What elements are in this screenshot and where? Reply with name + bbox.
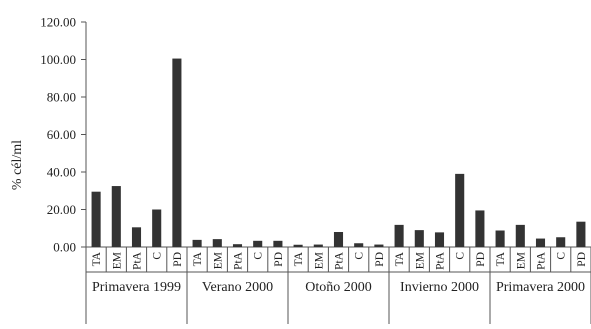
bar [172,58,182,247]
bar [333,232,344,247]
bar [212,239,222,247]
y-tick-label: 80.00 [47,90,76,105]
y-axis-label: % cél/ml [10,140,25,190]
bar [91,191,101,247]
y-tick-label: 20.00 [47,202,76,217]
x-tick-label: EM [111,252,123,269]
x-tick-label: TA [394,251,406,266]
x-tick-label: PtA [233,251,245,270]
group-label: Verano 2000 [202,280,273,295]
bar [232,244,243,247]
bar [273,240,283,247]
axes [81,21,591,324]
bar [556,237,566,247]
bar [111,186,121,247]
x-tick-label: PD [273,252,285,267]
x-tick-label: C [455,252,467,260]
y-tick-label: 120.00 [40,15,76,30]
bar [313,244,323,247]
x-tick-label: TA [91,251,103,266]
bar [434,232,445,247]
x-tick-label: PtA [536,251,548,270]
x-tick-label: PD [576,252,588,267]
x-tick-label: EM [313,252,325,269]
group-label: Primavera 1999 [92,280,181,295]
group-label: Invierno 2000 [400,280,479,295]
bar [131,227,142,247]
bar [374,244,384,247]
x-tick-label: EM [515,252,527,269]
bar [515,224,525,247]
group-label: Otoño 2000 [305,280,372,295]
group-label: Primavera 2000 [496,280,585,295]
x-tick-label: PD [374,252,386,267]
bar [354,243,364,247]
bar [192,239,202,247]
y-tick-label: 0.00 [53,240,76,255]
bars [91,58,586,247]
x-tick-label: TA [495,251,507,266]
x-tick-label: C [354,252,366,260]
labels: 0.00 20.00 40.00 60.00 80.00 100.00 120.00 TA EM… [40,15,588,296]
x-tick-label: C [556,252,568,260]
x-tick-label: PD [172,252,184,267]
bar [455,173,465,247]
x-tick-label: EM [414,252,426,269]
bar [414,230,424,247]
x-tick-label: TA [192,251,204,266]
y-tick-label: 60.00 [47,127,76,142]
x-tick-label: TA [293,251,305,266]
x-tick-label: PtA [334,251,346,270]
x-tick-label: PtA [132,251,144,270]
x-tick-label: EM [212,252,224,269]
bar [535,238,546,247]
x-tick-label: PtA [435,251,447,270]
bar [475,210,485,247]
bar [576,221,586,247]
y-tick-label: 100.00 [40,52,76,67]
bar [152,209,162,247]
x-tick-label: C [152,252,164,260]
bar [253,240,263,247]
bar [293,244,303,247]
bar [495,230,505,247]
x-tick-label: PD [475,252,487,267]
y-tick-label: 40.00 [47,165,76,180]
x-tick-label: C [253,252,265,260]
bar [394,224,404,247]
